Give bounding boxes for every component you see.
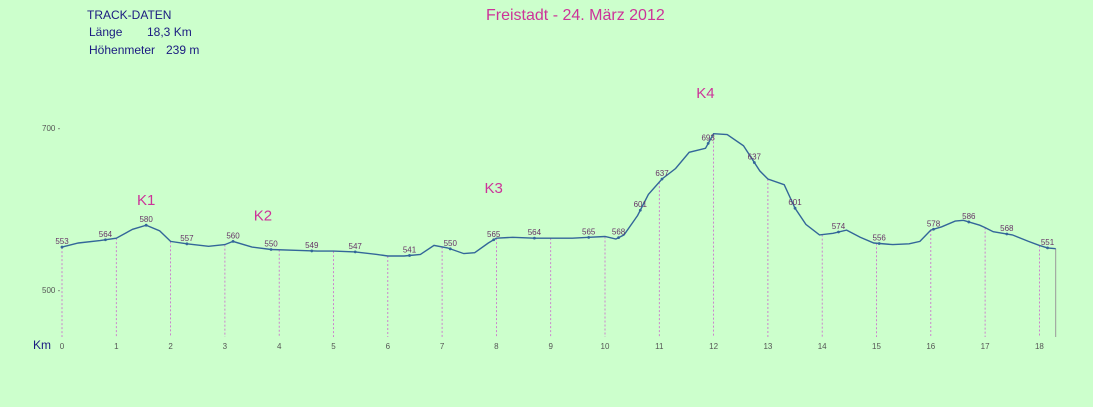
data-point-label: 549 [305, 241, 319, 250]
x-tick-label: 1 [114, 342, 119, 351]
elevation-gain-label: Höhenmeter [89, 43, 156, 57]
chart-title: Freistadt - 24. März 2012 [486, 7, 665, 24]
data-point-marker [752, 161, 756, 164]
data-point-label: 564 [528, 228, 542, 237]
y-tick-label: 500 - [42, 286, 61, 295]
data-point-marker [231, 240, 235, 243]
x-tick-label: 5 [331, 342, 336, 351]
data-point-label: 560 [226, 231, 240, 240]
data-point-label: 557 [180, 234, 194, 243]
x-tick-label: 11 [655, 342, 664, 351]
data-point-label: 601 [788, 198, 802, 207]
data-point-label: 574 [832, 222, 846, 231]
data-point-marker [269, 248, 273, 251]
data-point-label: 541 [403, 245, 417, 254]
data-point-marker [60, 245, 64, 249]
data-point-marker [533, 236, 536, 240]
x-tick-label: 16 [926, 342, 935, 351]
elevation-gain-value: 239 m [166, 43, 200, 57]
data-point-label: 568 [1000, 224, 1014, 233]
x-tick-label: 0 [60, 342, 65, 351]
data-point-marker [408, 254, 411, 257]
y-axis-ticks: 500 - 700 - [42, 124, 61, 295]
length-label: Länge [89, 25, 123, 39]
data-point-label: 586 [962, 212, 976, 221]
checkpoint-k1-label: K1 [137, 192, 155, 209]
data-point-marker [638, 208, 642, 212]
x-tick-label: 12 [709, 342, 718, 351]
data-point-marker [932, 227, 935, 231]
data-point-marker [492, 238, 496, 242]
elevation-profile-line [61, 132, 1056, 257]
data-point-marker [587, 235, 591, 239]
data-point-marker [793, 206, 797, 210]
x-tick-label: 17 [981, 342, 990, 351]
data-point-label: 580 [139, 215, 153, 224]
x-tick-label: 2 [168, 342, 173, 351]
data-point-label: 553 [55, 237, 69, 246]
x-axis-label: Km [33, 338, 51, 352]
data-point-label: 578 [927, 219, 941, 228]
data-point-marker [353, 250, 357, 254]
data-point-marker [967, 220, 971, 224]
data-point-label: 547 [349, 242, 363, 251]
data-point-marker [448, 247, 452, 251]
data-point-label: 637 [748, 153, 762, 162]
data-point-label: 550 [444, 239, 458, 248]
data-point-marker [144, 223, 148, 227]
data-point-label: 568 [612, 228, 626, 237]
x-tick-label: 4 [277, 342, 282, 351]
x-tick-label: 13 [763, 342, 772, 351]
data-point-label: 551 [1041, 238, 1055, 247]
x-tick-label: 8 [494, 342, 499, 351]
data-point-marker [1005, 232, 1009, 236]
point-labels: 553 564 580 557 560 550 549 547 541 550 565 564 565 5… [55, 133, 1055, 257]
data-point-marker [185, 242, 189, 246]
checkpoint-k4-label: K4 [696, 85, 714, 102]
data-point-marker [617, 236, 620, 240]
track-data-header: TRACK-DATEN [87, 8, 172, 22]
length-value: 18,3 Km [147, 25, 192, 39]
checkpoint-k2-label: K2 [254, 207, 272, 224]
data-point-marker [310, 249, 314, 253]
x-tick-label: 7 [440, 342, 445, 351]
x-tick-label: 14 [818, 342, 827, 351]
data-point-marker [1046, 246, 1049, 250]
data-point-label: 637 [655, 169, 669, 178]
data-point-label: 556 [873, 233, 887, 242]
y-tick-label: 700 - [42, 124, 61, 133]
data-point-marker [660, 177, 664, 181]
x-tick-label: 10 [601, 342, 610, 351]
x-tick-label: 18 [1035, 342, 1044, 351]
data-point-label: 565 [487, 230, 501, 239]
x-tick-label: 3 [223, 342, 228, 351]
data-point-marker [104, 238, 107, 242]
data-point-label: 693 [701, 133, 715, 142]
data-point-label: 601 [634, 200, 648, 209]
x-tick-label: 9 [548, 342, 553, 351]
data-point-label: 565 [582, 227, 596, 236]
x-axis-ticks: 0 1 2 3 4 5 6 7 8 9 10 11 12 13 14 15 16 17 18 [60, 342, 1045, 351]
data-point-marker [837, 230, 840, 234]
checkpoint-k3-label: K3 [485, 180, 503, 197]
data-point-label: 550 [264, 240, 278, 249]
annotations: K1 K2 K3 K4 [137, 85, 715, 224]
data-point-marker [877, 242, 881, 245]
x-tick-label: 15 [872, 342, 881, 351]
data-point-label: 564 [99, 230, 113, 239]
x-tick-label: 6 [386, 342, 391, 351]
drop-lines [61, 133, 1040, 337]
data-point-marker [706, 141, 710, 145]
